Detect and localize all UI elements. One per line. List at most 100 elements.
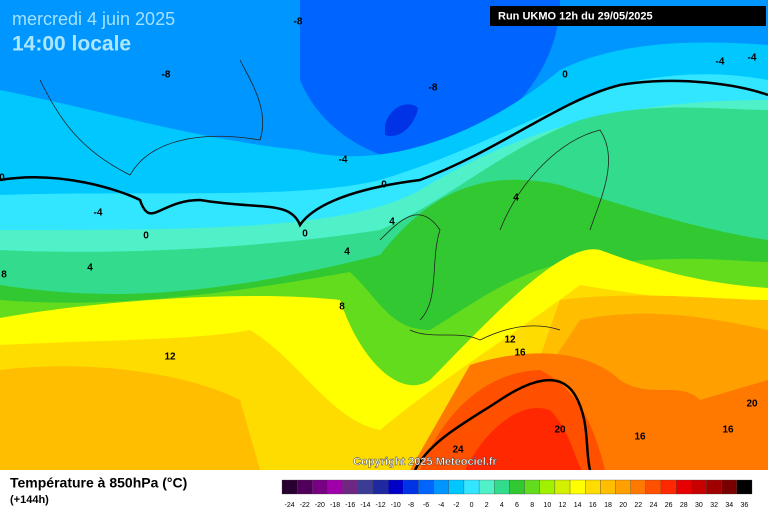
scale-swatch	[630, 479, 647, 495]
scale-label: 24	[650, 502, 658, 509]
run-box	[490, 6, 766, 26]
scale-swatch	[372, 479, 389, 495]
scale-label: 22	[634, 502, 642, 509]
scale-swatch	[615, 479, 631, 495]
scale-swatch	[554, 479, 571, 495]
contour-label: 0	[381, 180, 387, 191]
scale-swatch	[539, 479, 556, 495]
scale-swatch	[706, 479, 722, 495]
contour-labels: -8 -8 -8 0 -4 -4 -4 0 -4 0 0 4 4 4 4 8 12 12 16 20 24 16 16 20 8…	[0, 17, 758, 456]
scale-swatch	[418, 479, 434, 495]
contour-label: 12	[164, 352, 176, 363]
isotherm-0	[0, 79, 768, 228]
scale-label: -14	[360, 502, 370, 509]
scale-swatch	[736, 479, 753, 495]
contour-label: 20	[554, 425, 566, 436]
contour-label: 0	[143, 231, 149, 242]
contour-label: 16	[722, 425, 734, 436]
contour-label: -4	[94, 208, 103, 219]
contour-label: 16	[634, 432, 646, 443]
contour-label: 4	[87, 263, 93, 274]
scale-label: -20	[315, 502, 325, 509]
scale-label: 16	[589, 502, 597, 509]
scale-swatch	[327, 479, 343, 495]
scale-swatch	[569, 479, 586, 495]
temperature-band	[465, 408, 582, 470]
scale-label: 4	[500, 502, 504, 509]
scale-swatch	[478, 479, 495, 495]
scale-swatch	[281, 479, 298, 495]
contour-label: 4	[344, 247, 350, 258]
color-scale: -24 -22 -20 -18 -16 -14 -12 -10 -8 -6 -4 -2 0 2 4 6 8 10 1…	[281, 479, 753, 509]
contour-label: 0	[0, 173, 5, 184]
scale-swatch	[524, 479, 540, 495]
contour-label: -8	[429, 83, 438, 94]
scale-swatch	[721, 479, 737, 495]
scale-label: 10	[543, 502, 551, 509]
scale-swatch	[403, 479, 419, 495]
scale-swatch	[676, 479, 692, 495]
scale-label: 2	[485, 502, 489, 509]
temperature-band	[385, 104, 418, 136]
scale-label: 18	[604, 502, 612, 509]
scale-label: 26	[665, 502, 673, 509]
contour-label: -4	[748, 53, 757, 64]
scale-swatch	[494, 479, 510, 495]
footer-subtitle: (+144h)	[10, 494, 49, 506]
scale-label: 32	[710, 502, 718, 509]
scale-label: 8	[530, 502, 534, 509]
scale-label: 14	[574, 502, 582, 509]
scale-label: 30	[695, 502, 703, 509]
run-info: Run UKMO 12h du 29/05/2025	[498, 10, 653, 22]
scale-swatch	[463, 479, 480, 495]
scale-swatch	[600, 479, 616, 495]
scale-swatch	[509, 479, 525, 495]
scale-swatch	[433, 479, 449, 495]
scale-label: -8	[408, 502, 414, 509]
coastline	[39, 59, 609, 341]
contour-label: 20	[746, 399, 758, 410]
scale-label: -18	[330, 502, 340, 509]
footer-title: Température à 850hPa (°C)	[10, 475, 187, 491]
scale-label: -4	[438, 502, 444, 509]
scale-swatch	[660, 479, 677, 495]
contour-label: -8	[162, 70, 171, 81]
contour-label: 12	[504, 335, 516, 346]
contour-label: 8	[339, 302, 345, 313]
scale-label: -24	[285, 502, 295, 509]
copyright: Copyright 2025 Meteociel.fr	[353, 456, 497, 468]
contour-label: 0	[302, 229, 308, 240]
scale-label: -2	[453, 502, 459, 509]
scale-swatch	[297, 479, 313, 495]
scale-label: -6	[423, 502, 429, 509]
scale-swatch	[691, 479, 707, 495]
scale-label: 0	[470, 502, 474, 509]
scale-label: -12	[375, 502, 385, 509]
scale-swatch	[448, 479, 465, 495]
contour-label: 8	[1, 270, 7, 281]
contour-label: -4	[339, 155, 348, 166]
scale-swatch	[585, 479, 601, 495]
contour-label: -8	[294, 17, 303, 28]
contour-label: 4	[389, 217, 395, 228]
scale-swatch	[342, 479, 358, 495]
scale-label: -16	[345, 502, 355, 509]
contour-label: -4	[716, 57, 725, 68]
contour-label: 0	[562, 70, 568, 81]
contour-label: 16	[514, 348, 526, 359]
scale-label: 36	[741, 502, 749, 509]
scale-label: 12	[559, 502, 567, 509]
scale-swatch	[387, 479, 404, 495]
scale-label: 34	[725, 502, 733, 509]
scale-swatch	[645, 479, 662, 495]
scale-label: 20	[619, 502, 627, 509]
date: mercredi 4 juin 2025	[12, 9, 175, 29]
temperature-field	[0, 0, 768, 471]
scale-label: 6	[515, 502, 519, 509]
time: 14:00 locale	[12, 33, 131, 56]
scale-label: -10	[391, 502, 401, 509]
scale-label: 28	[680, 502, 688, 509]
contour-label: 4	[513, 193, 519, 204]
temperature-band	[0, 366, 260, 470]
